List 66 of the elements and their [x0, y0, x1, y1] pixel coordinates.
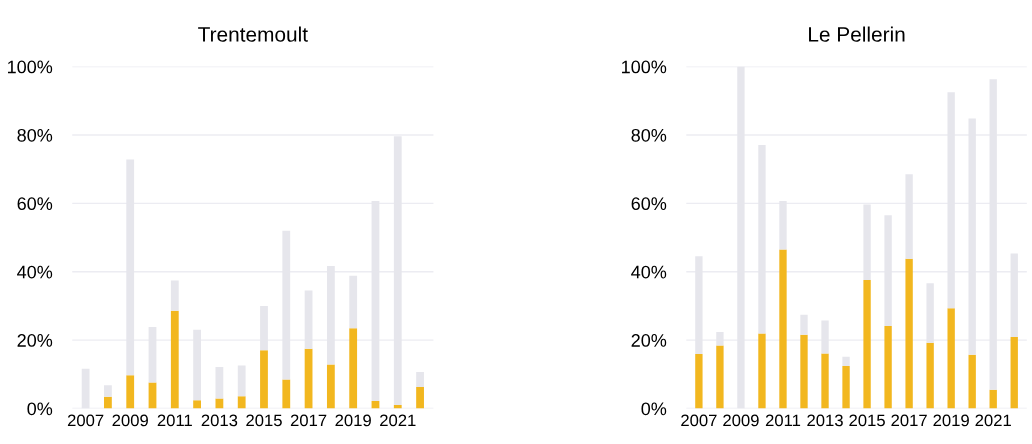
bar [126, 375, 135, 409]
x-tick-label: 2007 [67, 414, 104, 427]
bar [104, 396, 112, 409]
x-tick-label: 2009 [112, 414, 148, 427]
bar [104, 385, 112, 397]
bar [926, 342, 934, 409]
x-tick-label: 2011 [157, 414, 192, 427]
bar [800, 314, 808, 335]
y-tick-label: 60% [17, 197, 53, 211]
bar [968, 354, 976, 409]
x-tick-label: 2011 [765, 414, 801, 427]
y-tick-label: 20% [17, 334, 53, 347]
bar [947, 308, 955, 409]
x-tick-label: 2017 [290, 414, 327, 427]
bar [349, 275, 358, 329]
y-tick-label: 40% [631, 265, 667, 279]
bar [326, 364, 335, 409]
x-tick-label: 2021 [975, 414, 1011, 427]
x-tick-label: 2019 [933, 414, 969, 427]
x-tick-label: 2013 [201, 414, 238, 427]
y-tick-label: 0% [27, 402, 53, 416]
bar [863, 279, 871, 409]
y-tick-label: 0% [641, 402, 667, 416]
bar [989, 389, 997, 409]
x-tick-label: 2015 [246, 414, 282, 427]
x-tick-label: 2017 [891, 414, 927, 427]
bar [170, 310, 179, 409]
x-tick-label: 2013 [807, 414, 843, 427]
bar [758, 333, 766, 409]
y-tick-label: 80% [17, 128, 53, 142]
bar [193, 400, 201, 409]
bar [779, 249, 787, 409]
bar [905, 258, 913, 409]
chart-title: Le Pellerin [809, 26, 905, 42]
bar [170, 280, 179, 311]
x-tick-label: 2021 [380, 414, 416, 427]
y-tick-label: 100% [8, 60, 53, 74]
y-tick-label: 40% [17, 265, 53, 279]
bar [416, 386, 424, 409]
y-tick-label: 20% [631, 334, 667, 347]
x-tick-label: 2009 [723, 414, 759, 427]
bar [260, 350, 268, 409]
bar [237, 396, 246, 409]
y-tick-label: 80% [631, 128, 667, 142]
bar [81, 368, 90, 409]
bar [237, 365, 246, 397]
bar [215, 398, 224, 409]
bar [716, 345, 724, 409]
bar [148, 382, 157, 409]
bar [842, 366, 850, 409]
bar [884, 326, 892, 409]
x-tick-label: 2019 [335, 414, 371, 427]
bar [349, 328, 358, 409]
x-tick-label: 2007 [681, 414, 717, 427]
bar [416, 371, 424, 387]
chart-title: Trentemoult [198, 26, 308, 42]
bar [842, 356, 850, 367]
bar [282, 379, 291, 409]
bar [821, 353, 829, 409]
y-tick-label: 100% [622, 60, 667, 74]
bar [695, 354, 703, 409]
bar [215, 367, 224, 399]
bar [1010, 337, 1018, 409]
y-tick-label: 60% [631, 197, 667, 211]
bar [800, 334, 808, 409]
x-tick-label: 2015 [849, 414, 885, 427]
